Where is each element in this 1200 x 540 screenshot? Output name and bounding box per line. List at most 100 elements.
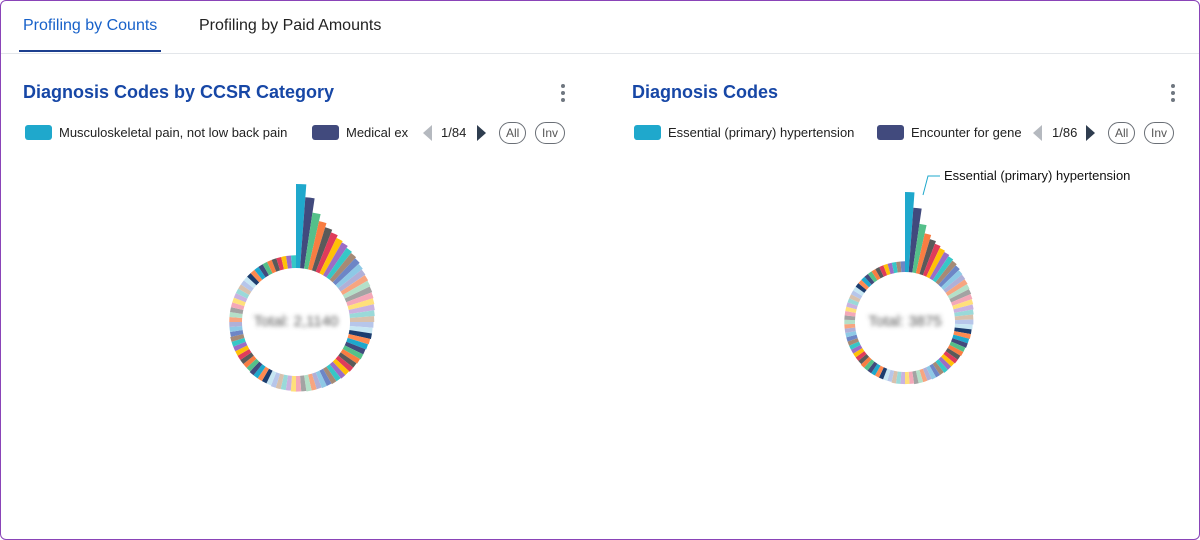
more-options-icon[interactable] [1168,82,1178,104]
rose-slice[interactable] [864,359,875,371]
rose-slice[interactable] [879,265,888,277]
rose-slice[interactable] [887,262,895,275]
rose-slice[interactable] [951,338,968,348]
rose-slice[interactable] [844,319,856,325]
rose-slice[interactable] [855,351,867,361]
rose-slice[interactable] [875,267,884,279]
rose-slice[interactable] [844,315,856,321]
rose-slice[interactable] [861,276,872,288]
rose-slice[interactable] [326,364,341,382]
rose-slice[interactable] [867,271,878,283]
rose-slice[interactable] [954,327,972,335]
rose-slice[interactable] [311,372,322,390]
rose-slice[interactable] [233,293,248,303]
more-options-icon[interactable] [558,82,568,104]
rose-slice[interactable] [323,366,337,385]
rose-slice[interactable] [230,307,244,314]
rose-slice[interactable] [952,299,974,310]
rose-slice[interactable] [267,259,277,274]
rose-slice[interactable] [238,284,252,295]
rose-slice[interactable] [952,334,970,344]
rose-slice[interactable] [864,273,875,285]
rose-slice[interactable] [254,266,266,280]
rose-slice[interactable] [243,276,257,289]
rose-slice[interactable] [235,345,250,356]
rose-slice[interactable] [845,331,857,338]
rose-slice[interactable] [308,373,317,391]
rose-slice[interactable] [949,289,972,303]
rose-slice[interactable] [919,368,928,383]
rose-slice[interactable] [229,322,243,327]
rose-slice[interactable] [304,212,321,270]
rose-slice[interactable] [912,223,927,274]
rose-slice[interactable] [300,375,307,392]
rose-slice[interactable] [853,348,865,358]
rose-slice[interactable] [922,243,941,277]
rose-slice[interactable] [951,294,973,306]
legend-item[interactable]: Essential (primary) hypertension [634,122,868,144]
rose-slice[interactable] [304,374,312,392]
rose-slice[interactable] [349,316,375,322]
rose-slice[interactable] [233,341,248,352]
rose-slice[interactable] [335,355,354,372]
rose-slice[interactable] [849,341,861,350]
rose-slice[interactable] [915,369,924,384]
rose-slice[interactable] [891,261,898,274]
rose-slice[interactable] [258,264,269,278]
rose-slice[interactable] [932,256,954,283]
legend-item[interactable]: Medical ex [312,122,412,144]
rose-slice[interactable] [246,358,260,372]
rose-slice[interactable] [349,322,374,328]
rose-slice[interactable] [953,331,971,339]
rose-slice[interactable] [315,370,327,389]
rose-slice[interactable] [860,356,872,368]
rose-slice[interactable] [849,294,861,303]
rose-slice[interactable] [348,304,375,314]
rose-slice[interactable] [243,355,257,368]
rose-slice[interactable] [229,317,243,322]
rose-slice[interactable] [349,326,373,334]
rose-slice[interactable] [340,349,361,364]
rose-slice[interactable] [954,314,974,321]
rose-slice[interactable] [915,233,932,275]
rose-slice[interactable] [845,306,857,313]
rose-slice[interactable] [335,263,363,289]
rose-slice[interactable] [346,292,374,307]
rose-slice[interactable] [883,368,891,381]
legend-invert-button[interactable]: Inv [535,122,566,144]
rose-slice[interactable] [232,297,246,307]
rose-slice[interactable] [346,337,369,350]
rose-slice[interactable] [954,323,973,330]
rose-slice[interactable] [940,270,963,291]
rose-slice[interactable] [947,284,970,300]
rose-slice[interactable] [319,368,332,387]
rose-slice[interactable] [883,263,891,276]
rose-slice[interactable] [261,368,273,384]
rose-slice[interactable] [929,251,950,281]
rose-slice[interactable] [300,197,315,269]
rose-slice[interactable] [290,375,296,392]
rose-slice[interactable] [853,286,865,296]
rose-slice[interactable] [900,261,905,273]
rose-slice[interactable] [954,319,974,325]
rose-slice[interactable] [296,375,302,392]
rose-slice[interactable] [342,280,371,299]
rose-slice[interactable] [945,348,961,360]
rose-slice[interactable] [332,258,360,286]
rose-slice[interactable] [348,330,372,340]
rose-slice[interactable] [262,261,273,276]
rose-slice[interactable] [342,345,364,360]
rose-slice[interactable] [240,352,254,365]
rose-slice[interactable] [344,286,373,303]
rose-slice[interactable] [229,326,243,332]
rose-slice[interactable] [240,280,254,292]
rose-slice[interactable] [844,310,856,317]
rose-slice[interactable] [276,256,284,271]
rose-slice[interactable] [922,367,932,381]
rose-slice[interactable] [230,302,245,310]
rose-slice[interactable] [953,304,974,313]
rose-slice[interactable] [900,371,905,385]
rose-slice[interactable] [858,279,870,291]
rose-slice[interactable] [235,288,250,299]
rose-slice[interactable] [285,375,292,391]
